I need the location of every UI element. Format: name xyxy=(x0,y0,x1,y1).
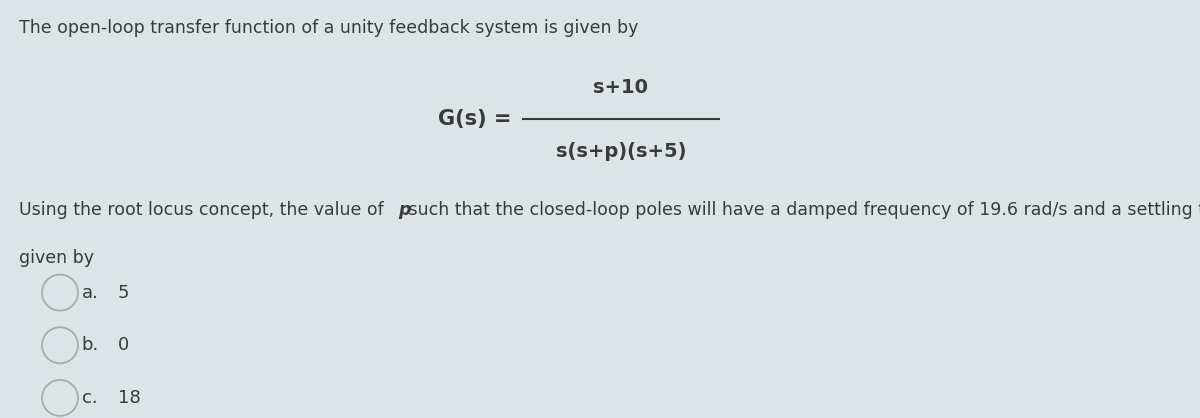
Text: given by: given by xyxy=(19,249,95,267)
Text: b.: b. xyxy=(82,336,98,354)
Text: G(s) =: G(s) = xyxy=(438,109,511,129)
Text: 0: 0 xyxy=(118,336,128,354)
Text: a.: a. xyxy=(82,283,98,302)
Text: such that the closed-loop poles will have a damped frequency of 19.6 rad/s and a: such that the closed-loop poles will hav… xyxy=(403,201,1200,219)
Text: c.: c. xyxy=(82,389,97,407)
Text: s(s+p)(s+5): s(s+p)(s+5) xyxy=(556,142,686,161)
Text: p: p xyxy=(398,201,410,219)
Text: The open-loop transfer function of a unity feedback system is given by: The open-loop transfer function of a uni… xyxy=(19,19,638,37)
Text: Using the root locus concept, the value of: Using the root locus concept, the value … xyxy=(19,201,390,219)
Text: 18: 18 xyxy=(118,389,140,407)
Text: 5: 5 xyxy=(118,283,130,302)
Text: s+10: s+10 xyxy=(594,78,648,97)
